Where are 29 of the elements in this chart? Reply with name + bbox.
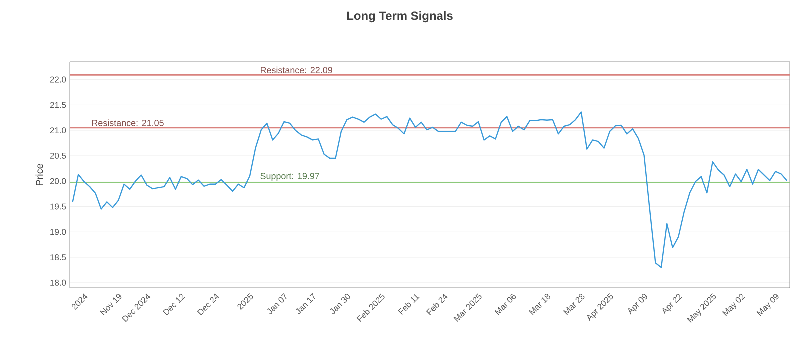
ref-line-label: Support: 19.97 [260,173,320,182]
x-tick-label: Mar 18 [529,294,550,316]
x-tick-label: Jan 17 [296,293,316,314]
x-tick-label: Mar 28 [563,294,585,316]
x-tick-label: Mar 06 [494,294,516,316]
y-tick-label: 21.0 [50,128,66,134]
y-tick-label: 21.5 [50,102,66,108]
y-tick-label: 20.5 [50,152,66,159]
x-tick-label: May 09 [756,294,779,316]
y-tick-label: 19.5 [50,204,66,210]
ref-line-label: Resistance: 22.09 [261,66,332,74]
x-tick-label: May 02 [722,294,746,316]
x-tick-label: Jan 07 [268,293,287,314]
y-tick-label: 20.0 [50,178,66,184]
x-tick-label: Feb 11 [398,294,420,316]
x-tick-label: Nov 19 [100,294,122,316]
x-tick-label: Apr 22 [662,294,682,315]
x-tick-label: Dec 24 [197,294,220,316]
y-tick-label: 19.0 [50,229,66,236]
chart-title: Long Term Signals [347,11,453,23]
y-tick-label: 22.0 [50,76,66,83]
x-tick-label: Feb 24 [426,294,448,316]
y-tick-label: 18.0 [50,280,66,286]
x-tick-label: Apr 09 [628,294,648,315]
y-tick-label: 18.5 [50,254,66,261]
x-tick-label: Jan 30 [330,294,350,314]
x-tick-label: Dec 12 [163,294,186,316]
ref-line-label: Resistance: 21.05 [92,120,164,126]
y-axis-title: Price [36,164,44,186]
